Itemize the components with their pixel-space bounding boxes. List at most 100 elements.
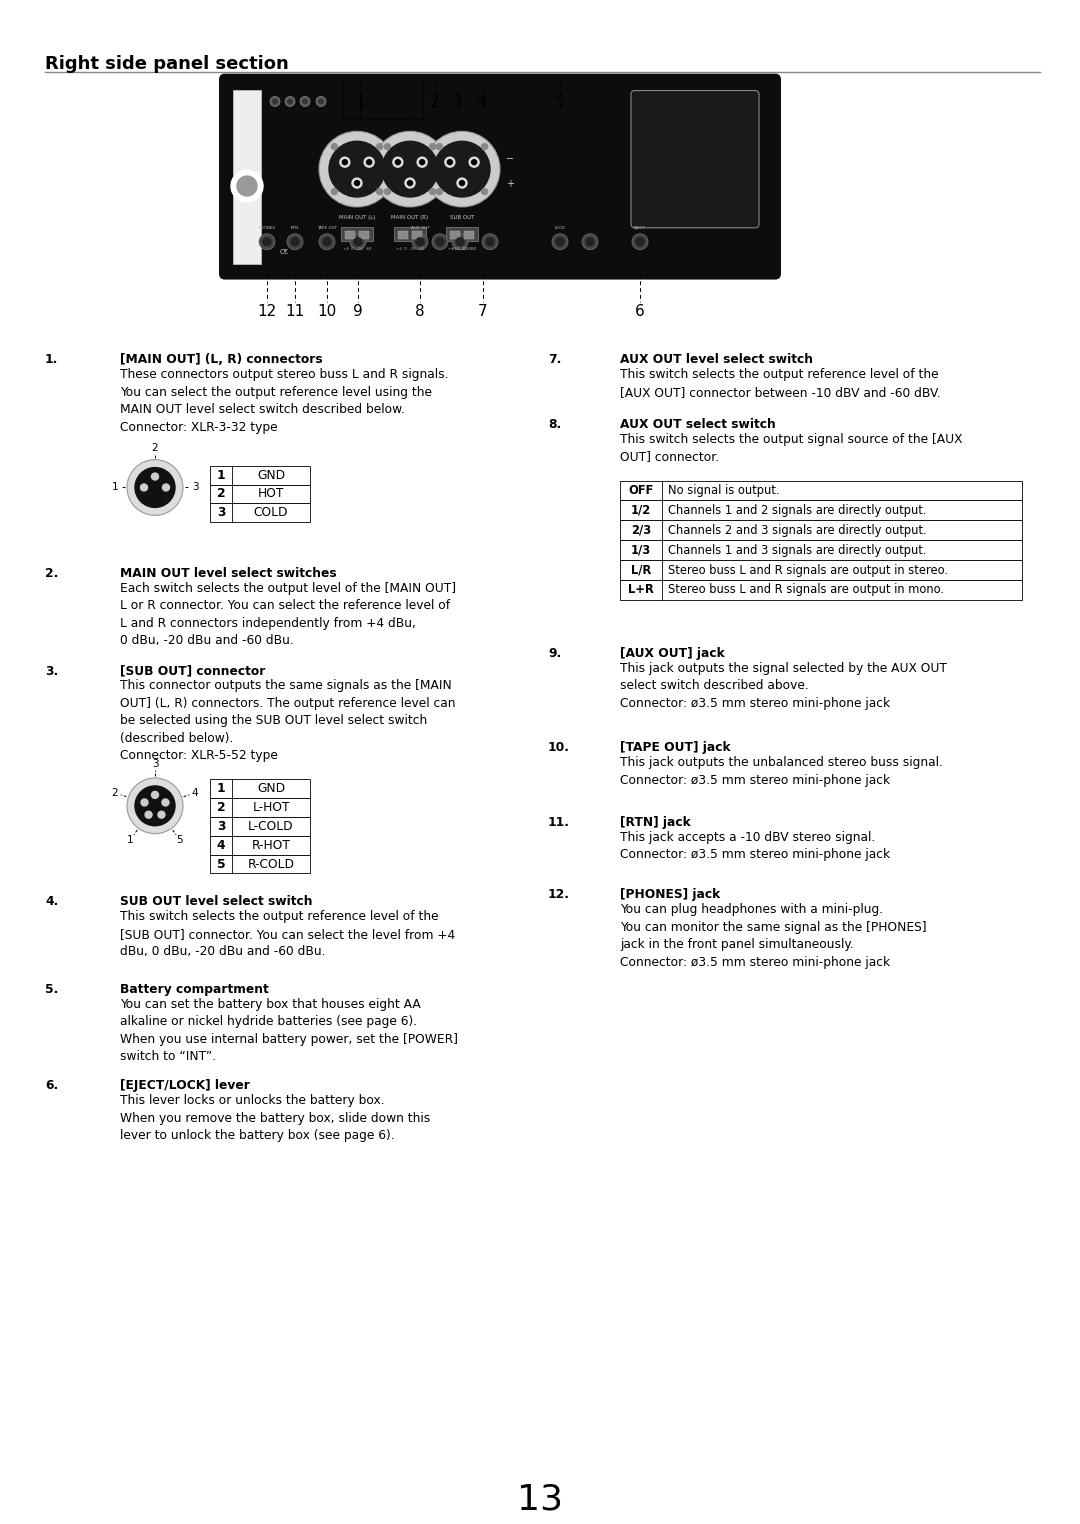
Circle shape (384, 143, 390, 149)
Text: +: + (507, 178, 514, 189)
Text: [PHONES] jack: [PHONES] jack (620, 888, 720, 901)
Circle shape (127, 460, 183, 515)
Bar (399, 230, 408, 239)
Circle shape (364, 157, 374, 168)
Text: 4: 4 (477, 94, 487, 110)
Circle shape (352, 178, 362, 187)
Circle shape (127, 777, 183, 834)
Bar (620, 561, 1022, 581)
Text: 5.: 5. (45, 983, 58, 995)
Text: R-COLD: R-COLD (247, 858, 295, 870)
Circle shape (436, 238, 444, 245)
Circle shape (445, 157, 455, 168)
Text: LOCK: LOCK (554, 226, 566, 230)
Circle shape (434, 142, 490, 197)
Bar (359, 230, 369, 239)
Text: GND: GND (257, 468, 285, 482)
Text: 3: 3 (217, 506, 226, 520)
Text: MAIN OUT (R): MAIN OUT (R) (391, 215, 429, 219)
Circle shape (300, 96, 310, 107)
Text: This jack accepts a -10 dBV stereo signal.
Connector: ø3.5 mm stereo mini-phone : This jack accepts a -10 dBV stereo signa… (620, 831, 890, 861)
Text: [SUB OUT] connector: [SUB OUT] connector (120, 664, 266, 678)
Text: 8: 8 (415, 305, 424, 320)
Circle shape (482, 143, 488, 149)
Text: 2.: 2. (45, 567, 58, 581)
Text: PHONES: PHONES (258, 226, 275, 230)
Bar (464, 230, 474, 239)
Text: This switch selects the output signal source of the [AUX
OUT] connector.: This switch selects the output signal so… (620, 433, 962, 463)
Circle shape (354, 180, 360, 186)
Text: Each switch selects the output level of the [MAIN OUT]
L or R connector. You can: Each switch selects the output level of … (120, 582, 456, 648)
Text: This switch selects the output reference level of the
[SUB OUT] connector. You c: This switch selects the output reference… (120, 910, 456, 959)
Bar (620, 539, 1022, 561)
Circle shape (432, 233, 448, 250)
Text: 6.: 6. (45, 1079, 58, 1093)
Text: 7: 7 (478, 305, 488, 320)
Bar (210, 817, 310, 835)
Circle shape (417, 157, 427, 168)
Circle shape (377, 143, 382, 149)
Text: COLD: COLD (254, 506, 288, 520)
Text: You can plug headphones with a mini-plug.
You can monitor the same signal as the: You can plug headphones with a mini-plug… (620, 904, 927, 969)
Text: 10.: 10. (548, 741, 570, 754)
Text: 3.: 3. (45, 664, 58, 678)
Text: +4  0  -20  -60: +4 0 -20 -60 (448, 247, 476, 251)
Text: TAPE OUT: TAPE OUT (316, 226, 337, 230)
Circle shape (158, 811, 165, 818)
Text: L-COLD: L-COLD (248, 820, 294, 832)
Circle shape (420, 160, 424, 165)
Text: 9: 9 (353, 305, 363, 320)
Bar (394, 227, 426, 241)
Bar (450, 230, 460, 239)
Text: [TAPE OUT] jack: [TAPE OUT] jack (620, 741, 731, 754)
Text: [RTN] jack: [RTN] jack (620, 815, 691, 829)
Text: 3: 3 (151, 759, 159, 770)
Text: These connectors output stereo buss L and R signals.
You can select the output r: These connectors output stereo buss L an… (120, 369, 448, 434)
Text: 2: 2 (430, 94, 440, 110)
Text: 8.: 8. (548, 418, 562, 431)
Circle shape (162, 799, 168, 806)
Text: MAIN OUT level select switches: MAIN OUT level select switches (120, 567, 337, 581)
Text: Battery compartment: Battery compartment (120, 983, 269, 995)
Circle shape (372, 131, 448, 207)
Text: Channels 2 and 3 signals are directly output.: Channels 2 and 3 signals are directly ou… (669, 524, 927, 536)
Circle shape (459, 180, 464, 186)
Text: You can set the battery box that houses eight AA
alkaline or nickel hydride batt: You can set the battery box that houses … (120, 998, 458, 1064)
Text: 1: 1 (217, 782, 226, 796)
Bar (345, 230, 355, 239)
Text: This switch selects the output reference level of the
[AUX OUT] connector betwee: This switch selects the output reference… (620, 369, 941, 399)
Text: MAIN OUT (L): MAIN OUT (L) (339, 215, 375, 219)
Circle shape (140, 485, 148, 491)
Text: 1: 1 (111, 483, 119, 492)
Text: 2: 2 (217, 800, 226, 814)
Text: GND: GND (257, 782, 285, 796)
Text: 6: 6 (635, 305, 645, 320)
Text: 12.: 12. (548, 888, 570, 901)
Circle shape (436, 189, 443, 195)
Bar (210, 466, 310, 485)
Text: This connector outputs the same signals as the [MAIN
OUT] (L, R) connectors. The: This connector outputs the same signals … (120, 680, 456, 762)
Bar (210, 855, 310, 873)
Text: 1: 1 (127, 835, 134, 844)
Text: Right side panel section: Right side panel section (45, 55, 288, 73)
Circle shape (319, 233, 335, 250)
Circle shape (319, 99, 323, 104)
Bar (620, 581, 1022, 600)
Text: [MAIN OUT] (L, R) connectors: [MAIN OUT] (L, R) connectors (120, 354, 323, 366)
Bar (210, 835, 310, 855)
Text: 11: 11 (285, 305, 305, 320)
Circle shape (340, 157, 350, 168)
Text: L+R: L+R (629, 584, 653, 596)
Circle shape (582, 233, 598, 250)
Circle shape (145, 811, 152, 818)
Circle shape (486, 238, 494, 245)
Text: 4.: 4. (45, 896, 58, 908)
Circle shape (447, 160, 453, 165)
FancyBboxPatch shape (631, 90, 759, 227)
Circle shape (291, 238, 299, 245)
Text: 3: 3 (217, 820, 226, 832)
Text: 13: 13 (517, 1483, 563, 1516)
Text: AUX OUT select switch: AUX OUT select switch (620, 418, 775, 431)
Circle shape (393, 157, 403, 168)
Text: AUX OUT level select switch: AUX OUT level select switch (620, 354, 813, 366)
